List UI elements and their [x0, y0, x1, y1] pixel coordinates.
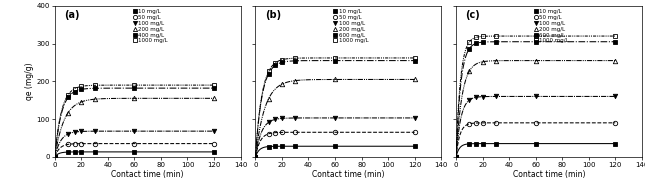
Text: (c): (c): [465, 10, 480, 20]
Y-axis label: qe (mg/g): qe (mg/g): [25, 63, 34, 100]
Legend: 10 mg/L, 50 mg/L, 100 mg/L, 200 mg/L, 600 mg/L, 1000 mg/L: 10 mg/L, 50 mg/L, 100 mg/L, 200 mg/L, 60…: [533, 9, 570, 44]
Legend: 10 mg/L, 50 mg/L, 100 mg/L, 200 mg/L, 400 mg/L, 1000 mg/L: 10 mg/L, 50 mg/L, 100 mg/L, 200 mg/L, 40…: [132, 9, 168, 44]
Text: (b): (b): [264, 10, 281, 20]
X-axis label: Contact time (min): Contact time (min): [312, 171, 384, 180]
Text: (a): (a): [64, 10, 79, 20]
X-axis label: Contact time (min): Contact time (min): [513, 171, 585, 180]
X-axis label: Contact time (min): Contact time (min): [112, 171, 184, 180]
Legend: 10 mg/L, 50 mg/L, 100 mg/L, 200 mg/L, 600 mg/L, 1000 mg/L: 10 mg/L, 50 mg/L, 100 mg/L, 200 mg/L, 60…: [333, 9, 369, 44]
